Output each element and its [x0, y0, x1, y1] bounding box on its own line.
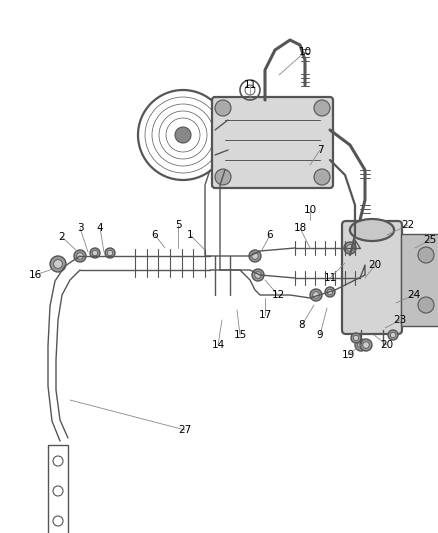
Circle shape [355, 339, 367, 351]
Text: 23: 23 [393, 315, 406, 325]
Circle shape [388, 330, 398, 340]
Circle shape [215, 100, 231, 116]
Circle shape [325, 287, 335, 297]
FancyBboxPatch shape [342, 221, 402, 334]
Text: 6: 6 [152, 230, 158, 240]
Circle shape [327, 289, 333, 295]
Circle shape [352, 247, 358, 253]
Text: 12: 12 [272, 290, 285, 300]
Circle shape [252, 269, 264, 281]
Circle shape [358, 342, 364, 348]
Circle shape [418, 247, 434, 263]
Text: 24: 24 [407, 290, 420, 300]
Circle shape [310, 289, 322, 301]
Circle shape [363, 342, 369, 348]
Text: 10: 10 [304, 205, 317, 215]
Circle shape [77, 253, 83, 259]
Circle shape [314, 100, 330, 116]
Circle shape [105, 248, 115, 258]
Circle shape [255, 272, 261, 278]
Text: 20: 20 [381, 340, 394, 350]
Text: 2: 2 [59, 232, 65, 242]
Text: 4: 4 [97, 223, 103, 233]
Text: 3: 3 [77, 223, 83, 233]
Circle shape [90, 248, 100, 258]
Text: 9: 9 [317, 330, 323, 340]
Circle shape [74, 250, 86, 262]
Circle shape [360, 339, 372, 351]
Circle shape [50, 256, 66, 272]
Text: 5: 5 [175, 220, 181, 230]
Circle shape [349, 244, 361, 256]
Text: 25: 25 [424, 235, 437, 245]
Text: 17: 17 [258, 310, 272, 320]
Circle shape [249, 250, 261, 262]
Circle shape [351, 333, 361, 343]
Circle shape [314, 169, 330, 185]
Text: 18: 18 [293, 223, 307, 233]
Text: 10: 10 [298, 47, 311, 57]
FancyBboxPatch shape [212, 97, 333, 188]
Circle shape [418, 297, 434, 313]
FancyBboxPatch shape [401, 234, 438, 326]
Circle shape [344, 242, 356, 254]
Circle shape [390, 332, 396, 338]
Circle shape [353, 335, 359, 341]
Text: 7: 7 [317, 145, 323, 155]
Ellipse shape [350, 219, 394, 241]
Text: 11: 11 [244, 80, 257, 90]
Circle shape [215, 169, 231, 185]
Text: 27: 27 [178, 425, 192, 435]
Circle shape [313, 292, 319, 298]
Text: 8: 8 [299, 320, 305, 330]
Text: 6: 6 [267, 230, 273, 240]
Text: 19: 19 [341, 350, 355, 360]
Circle shape [53, 260, 62, 269]
Circle shape [92, 251, 98, 256]
Text: 16: 16 [28, 270, 42, 280]
Circle shape [175, 127, 191, 143]
Circle shape [347, 245, 353, 251]
Circle shape [252, 253, 258, 259]
Text: 1: 1 [187, 230, 193, 240]
Circle shape [359, 269, 371, 281]
Circle shape [107, 251, 113, 256]
Text: 11: 11 [323, 273, 337, 283]
Circle shape [362, 272, 368, 278]
Text: 15: 15 [233, 330, 247, 340]
Text: 20: 20 [368, 260, 381, 270]
Text: 14: 14 [212, 340, 225, 350]
Text: 22: 22 [401, 220, 415, 230]
